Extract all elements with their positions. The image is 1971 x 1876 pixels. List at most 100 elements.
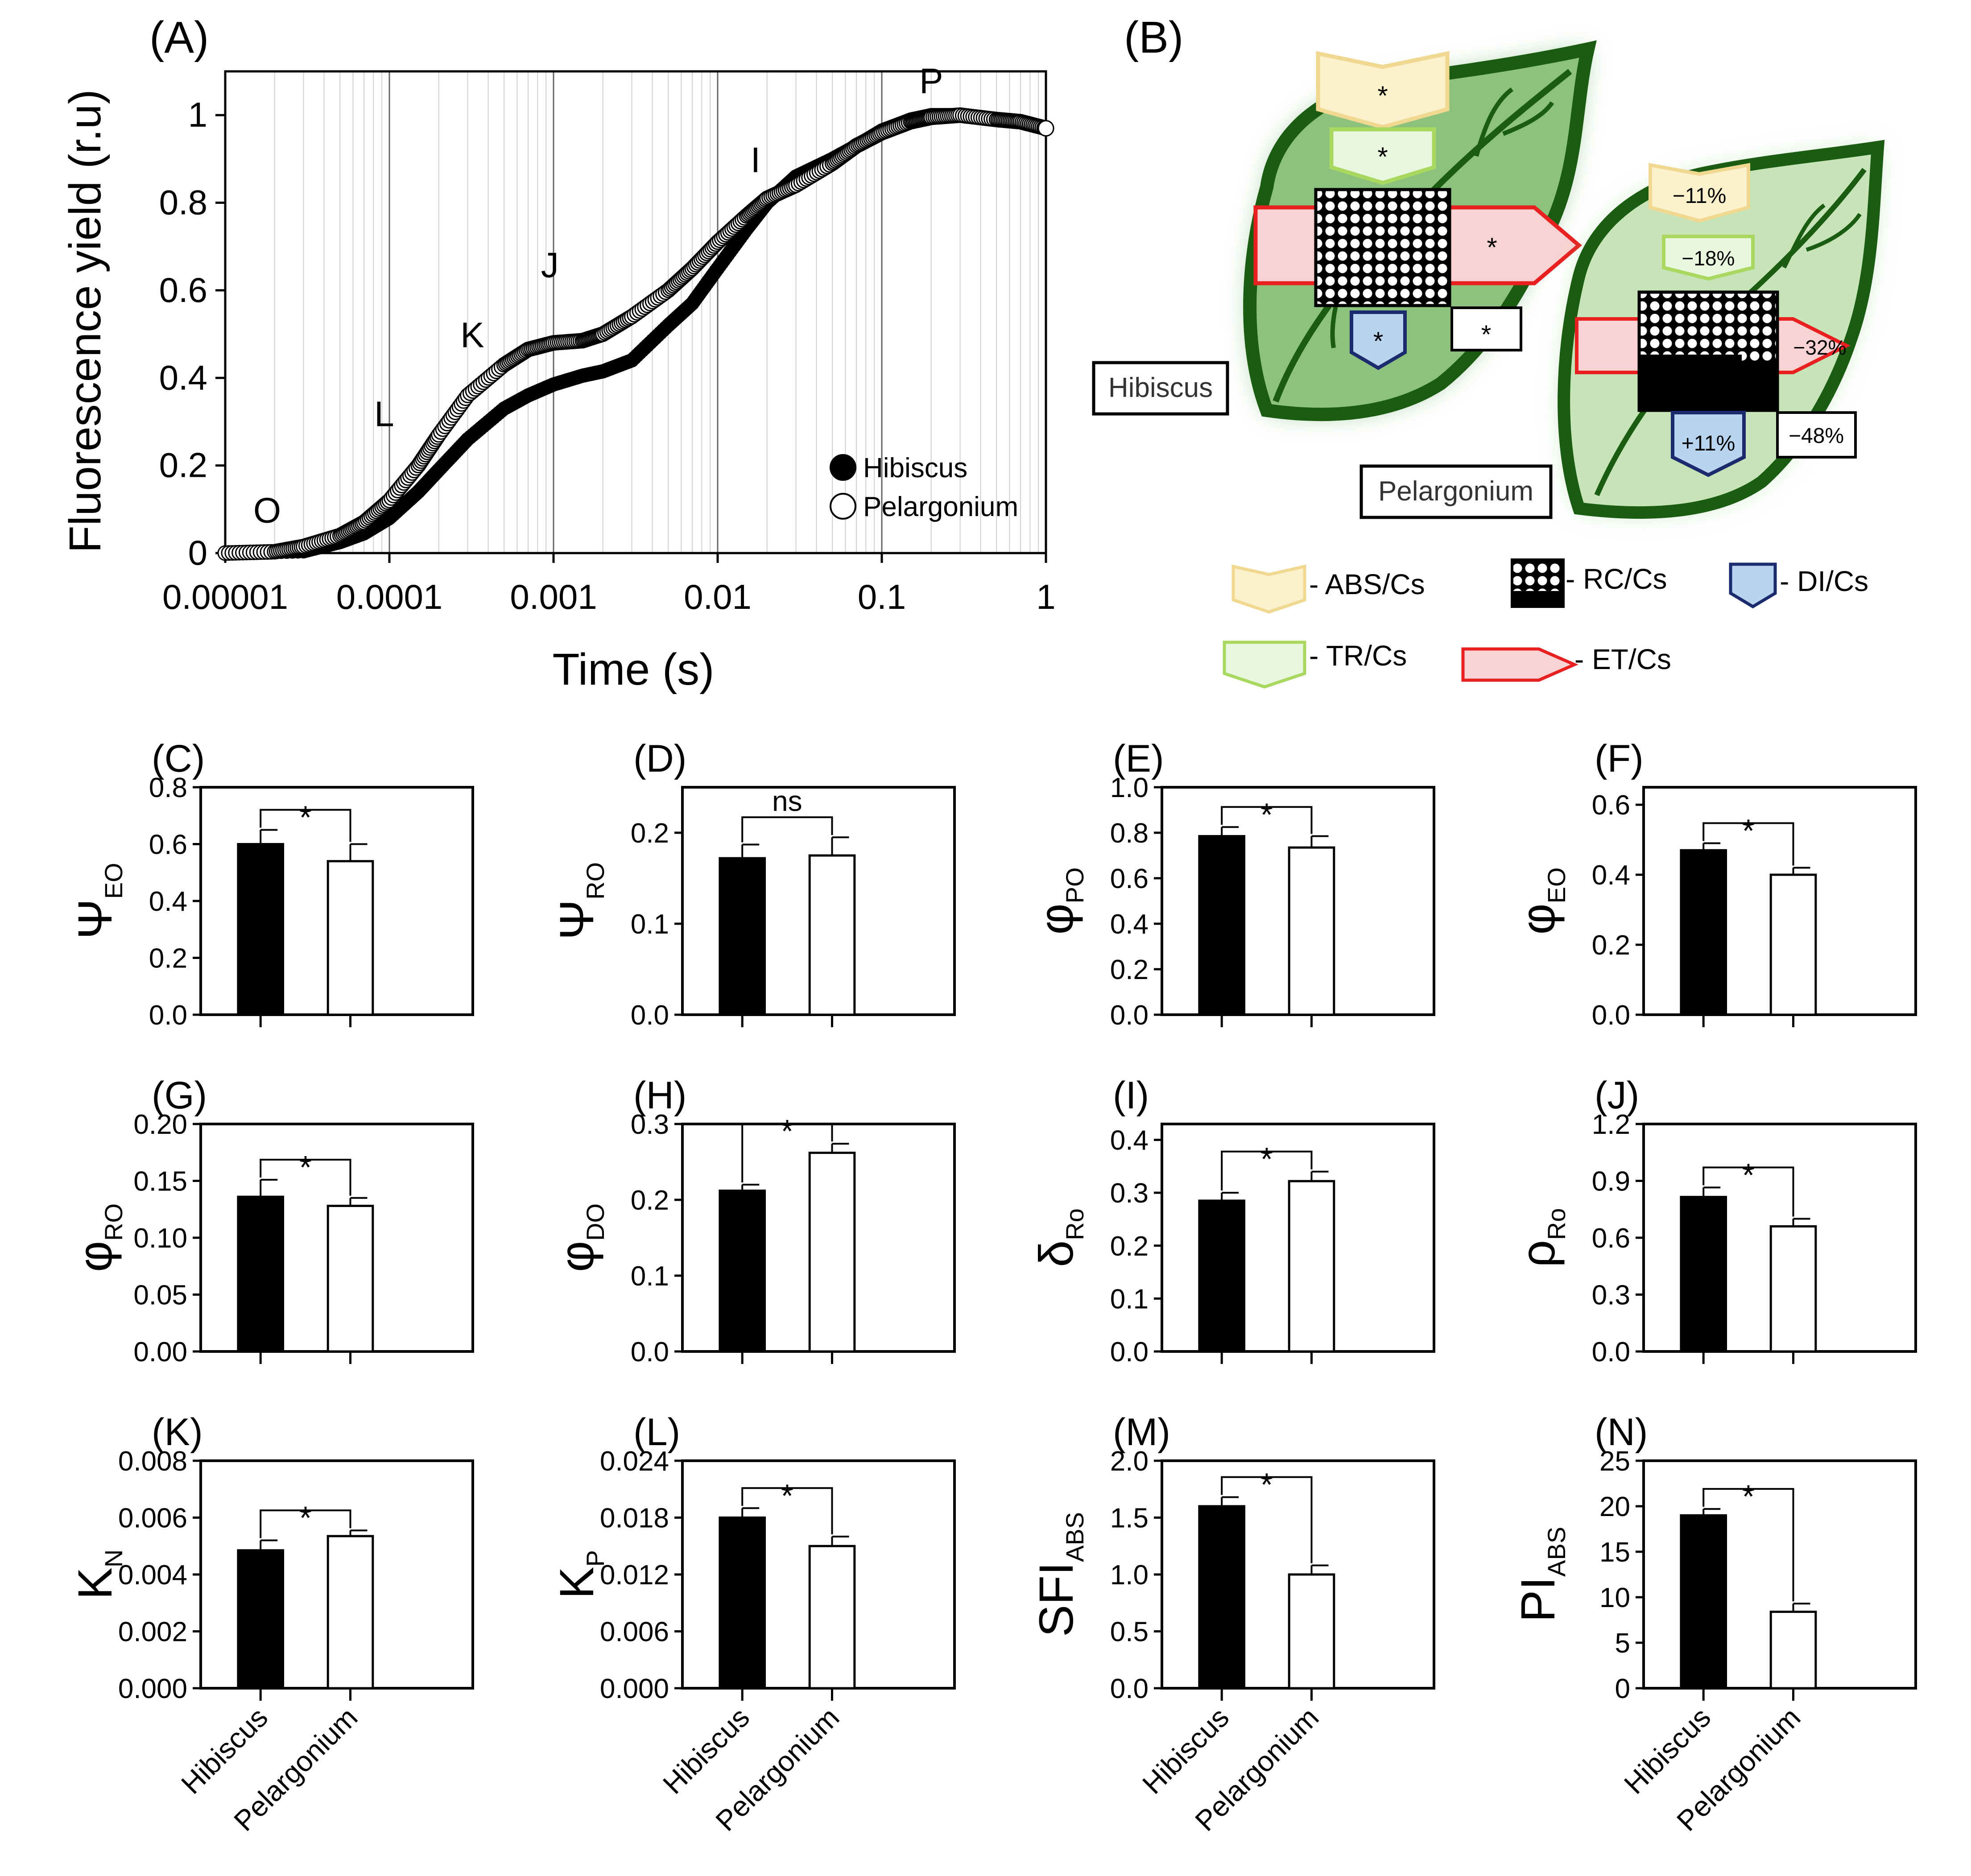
y-tick-label: 10 xyxy=(1599,1583,1630,1613)
y-tick-label: 0.8 xyxy=(149,773,187,803)
hibiscus-abs-value: * xyxy=(1377,81,1388,111)
panel-label: (D) xyxy=(633,737,686,780)
y-axis-label: φRO xyxy=(68,1203,128,1272)
phase-label-j: J xyxy=(541,245,559,285)
pelargonium-rc-value: −48% xyxy=(1789,424,1844,448)
y-tick-label: 0.0 xyxy=(1110,1000,1149,1031)
bar-pelargonium xyxy=(326,860,374,1016)
y-axis-label: SFIABS xyxy=(1029,1512,1089,1637)
panel-a-plot-frame xyxy=(224,70,1047,554)
bar-hibiscus xyxy=(1680,1514,1727,1690)
significance-bracket xyxy=(260,1158,351,1196)
panel-k: (K)0.0000.0020.0040.0060.008*KNHibiscusP… xyxy=(68,1411,474,1837)
phase-label-k: K xyxy=(460,315,484,355)
y-tick-label: 0.6 xyxy=(149,830,187,860)
bar-pelargonium xyxy=(326,1205,374,1353)
x-tick-label: 1 xyxy=(1036,577,1055,616)
hibiscus-et-value: * xyxy=(1487,232,1497,262)
significance-bracket xyxy=(1221,1476,1313,1563)
y-tick-label: 0.9 xyxy=(1592,1166,1630,1197)
bar-pelargonium xyxy=(1769,873,1817,1016)
y-tick-label: 0.0 xyxy=(1592,1000,1630,1031)
y-tick-label: 2.0 xyxy=(1110,1446,1149,1477)
y-tick-label: 0.0 xyxy=(1110,1337,1149,1368)
y-axis-label: ρRo xyxy=(1511,1208,1570,1267)
panel-label: (L) xyxy=(633,1411,680,1454)
hibiscus-rc-value: * xyxy=(1481,320,1492,349)
y-tick-label: 20 xyxy=(1599,1492,1630,1522)
y-tick-label: 1 xyxy=(188,95,207,134)
panel-b-legend: - ABS/Cs - RC/Cs - DI/Cs - TR/Cs - ET/Cs xyxy=(1223,558,1868,689)
legend-tr-label: - TR/Cs xyxy=(1309,640,1407,672)
panel-f: (F) 0.0 0.2 0.4 0.6 * φEO xyxy=(1511,737,1917,1031)
significance-mark: * xyxy=(1742,814,1755,849)
panel-h: (H) 0.0 0.1 0.2 0.3 * φDO xyxy=(550,1074,956,1368)
y-tick-label: 0.00 xyxy=(133,1337,187,1368)
significance-bracket xyxy=(1702,1488,1794,1602)
significance-bracket xyxy=(1702,822,1794,866)
significance-mark: * xyxy=(299,1150,312,1186)
legend-tr-icon xyxy=(1223,640,1306,689)
y-tick-label: 0.0 xyxy=(149,1000,187,1031)
pelargonium-abs-value: −11% xyxy=(1673,184,1727,208)
panel-label: (F) xyxy=(1595,737,1644,780)
y-tick-label: 1.2 xyxy=(1592,1109,1630,1140)
y-tick-label: 0 xyxy=(1615,1674,1630,1704)
significance-bracket xyxy=(260,809,351,842)
bar-pelargonium xyxy=(326,1535,374,1690)
y-axis-label: KP xyxy=(550,1550,609,1599)
y-tick-label: 15 xyxy=(1599,1537,1630,1568)
pelargonium-abs-shape xyxy=(1649,163,1750,223)
y-tick-label: 0.004 xyxy=(118,1560,187,1591)
significance-mark: * xyxy=(299,800,312,836)
hibiscus-abs-shape xyxy=(1316,51,1450,129)
pelargonium-flux-shapes: −11% −18% −32% +11% −48% Pelargonium xyxy=(1359,163,1857,519)
y-tick-label: 0.0 xyxy=(1110,1674,1149,1704)
panel-a-axes: 0.00001 0.0001 0.001 0.01 0.1 1 0 0.2 0.4 0.6 0.8 1 xyxy=(159,95,1056,616)
phase-label-o: O xyxy=(253,490,281,530)
y-axis-label: PIABS xyxy=(1511,1527,1570,1622)
x-tick-label: 0.01 xyxy=(684,577,752,616)
panel-m: (M)0.00.51.01.52.0*SFIABSHibiscusPelargo… xyxy=(1029,1411,1435,1837)
panel-label: (K) xyxy=(152,1411,203,1454)
y-tick-label: 0.012 xyxy=(600,1560,669,1591)
panel-a-xlabel: Time (s) xyxy=(553,645,715,694)
panel-label: (M) xyxy=(1113,1411,1170,1454)
pelargonium-name: Pelargonium xyxy=(1378,476,1533,507)
bar-chart-grid: (C)0.00.20.40.60.8*ΨEO(D)0.00.10.2nsΨRO(… xyxy=(68,737,1917,1837)
panel-e: (E) 0.0 0.2 0.4 0.6 0.8 1.0 * φPO xyxy=(1029,737,1435,1031)
y-tick-label: 0.6 xyxy=(159,270,207,310)
significance-bracket xyxy=(1221,1150,1313,1191)
hibiscus-name: Hibiscus xyxy=(1108,372,1213,403)
panel-label: (E) xyxy=(1113,737,1164,780)
significance-mark: * xyxy=(781,1114,793,1149)
significance-bracket xyxy=(260,1509,351,1538)
y-tick-label: 1.5 xyxy=(1110,1503,1149,1534)
pelargonium-tr-shape xyxy=(1662,235,1755,281)
legend-label-pelargonium: Pelargonium xyxy=(863,492,1018,522)
y-tick-label: 0.4 xyxy=(1110,909,1149,940)
y-tick-label: 0.15 xyxy=(133,1166,187,1197)
hibiscus-flux-shapes: * * * * * Hibiscus xyxy=(1092,51,1582,416)
y-tick-label: 0.2 xyxy=(631,818,669,849)
panel-label: (I) xyxy=(1113,1074,1149,1117)
y-tick-label: 0.1 xyxy=(631,909,669,940)
y-axis-label: φDO xyxy=(550,1203,609,1272)
hibiscus-tr-shape xyxy=(1329,127,1436,185)
significance-bracket xyxy=(1702,1166,1794,1217)
y-tick-label: 0.002 xyxy=(118,1617,187,1648)
y-tick-label: 0.4 xyxy=(1592,860,1630,891)
y-tick-label: 0.4 xyxy=(1110,1125,1149,1156)
significance-mark: * xyxy=(781,1478,793,1514)
y-tick-label: 0.8 xyxy=(1110,818,1149,849)
x-tick-label: 0.1 xyxy=(858,577,906,616)
y-tick-label: 0.6 xyxy=(1110,864,1149,894)
y-tick-label: 0.4 xyxy=(149,886,187,917)
series-pelargonium xyxy=(217,107,1054,561)
significance-mark: ns xyxy=(772,785,802,817)
bar-hibiscus xyxy=(237,1549,285,1690)
y-tick-label: 0.006 xyxy=(600,1617,669,1648)
hibiscus-di-shape xyxy=(1350,310,1407,370)
y-tick-label: 0.006 xyxy=(118,1503,187,1534)
